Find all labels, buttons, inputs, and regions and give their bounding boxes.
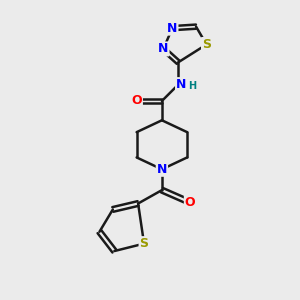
Text: S: S [202, 38, 211, 51]
Text: N: N [167, 22, 178, 34]
Text: H: H [188, 81, 196, 91]
Text: S: S [140, 237, 148, 250]
Text: N: N [157, 163, 167, 176]
Text: N: N [158, 42, 169, 56]
Text: O: O [185, 196, 195, 208]
Text: O: O [131, 94, 142, 107]
Text: N: N [176, 78, 186, 91]
